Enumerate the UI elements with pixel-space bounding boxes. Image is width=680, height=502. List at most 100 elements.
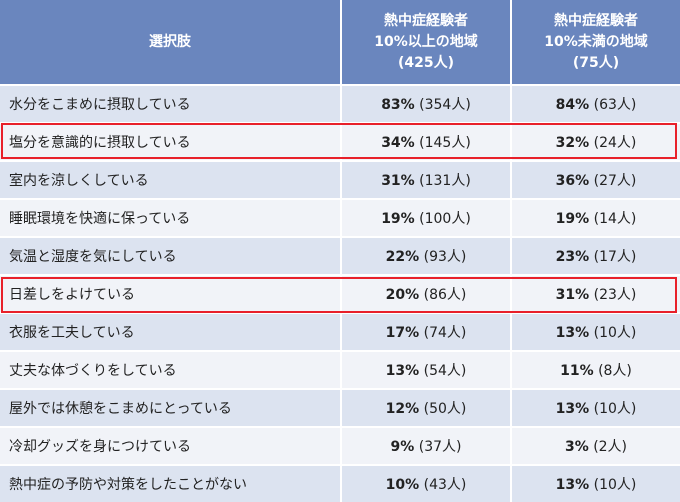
header-low-line1: 熱中症経験者 xyxy=(554,12,638,29)
high-region-percent: 17% xyxy=(385,325,420,341)
table-row: 日差しをよけている 20% (86人) 31% (23人) xyxy=(0,274,680,313)
high-region-count: (354人) xyxy=(419,97,471,113)
low-region-percent: 19% xyxy=(555,211,590,227)
high-region-value: 83% (354人) xyxy=(341,84,512,123)
low-region-count: (2人) xyxy=(593,439,628,455)
high-region-value: 19% (100人) xyxy=(341,198,512,237)
high-region-count: (93人) xyxy=(423,249,467,265)
high-region-percent: 34% xyxy=(381,135,415,151)
low-region-value: 13% (10人) xyxy=(511,312,680,351)
high-region-percent: 19% xyxy=(381,211,415,227)
low-region-percent: 13% xyxy=(555,477,590,493)
high-region-percent: 31% xyxy=(381,173,415,189)
high-region-percent: 83% xyxy=(381,97,415,113)
low-region-percent: 31% xyxy=(555,287,590,303)
low-region-percent: 36% xyxy=(555,173,590,189)
low-region-value: 13% (10人) xyxy=(511,388,680,427)
low-region-percent: 84% xyxy=(555,97,590,113)
low-region-count: (17人) xyxy=(593,249,637,265)
low-region-value: 36% (27人) xyxy=(511,160,680,199)
low-region-count: (23人) xyxy=(593,287,637,303)
low-region-value: 19% (14人) xyxy=(511,198,680,237)
high-region-value: 34% (145人) xyxy=(341,122,512,161)
high-region-count: (54人) xyxy=(423,363,467,379)
header-low-region: 熱中症経験者 10%未満の地域 (75人) xyxy=(511,0,680,85)
header-choice-label: 選択肢 xyxy=(149,33,191,50)
high-region-percent: 13% xyxy=(385,363,420,379)
low-region-count: (24人) xyxy=(593,135,637,151)
high-region-percent: 12% xyxy=(385,401,420,417)
low-region-percent: 13% xyxy=(555,325,590,341)
header-high-line3: (425人) xyxy=(397,54,455,71)
high-region-percent: 10% xyxy=(385,477,420,493)
row-label: 塩分を意識的に摂取している xyxy=(0,122,342,161)
high-region-percent: 20% xyxy=(385,287,420,303)
low-region-count: (63人) xyxy=(593,97,637,113)
high-region-percent: 9% xyxy=(390,439,415,455)
table-row: 塩分を意識的に摂取している 34% (145人) 32% (24人) xyxy=(0,122,680,161)
low-region-percent: 13% xyxy=(555,401,590,417)
row-label: 水分をこまめに摂取している xyxy=(0,84,342,123)
table-row: 熱中症の予防や対策をしたことがない 10% (43人) 13% (10人) xyxy=(0,464,680,502)
low-region-count: (10人) xyxy=(593,477,637,493)
table-header-row: 選択肢 熱中症経験者 10%以上の地域 (425人) 熱中症経験者 10%未満の… xyxy=(0,0,680,85)
low-region-percent: 23% xyxy=(555,249,590,265)
low-region-count: (8人) xyxy=(598,363,632,379)
header-high-region: 熱中症経験者 10%以上の地域 (425人) xyxy=(341,0,512,85)
high-region-count: (145人) xyxy=(419,135,471,151)
high-region-count: (131人) xyxy=(419,173,471,189)
low-region-value: 11% (8人) xyxy=(511,350,680,389)
table-row: 睡眠環境を快適に保っている 19% (100人) 19% (14人) xyxy=(0,198,680,237)
header-low-line3: (75人) xyxy=(572,54,620,71)
low-region-percent: 11% xyxy=(560,363,594,379)
header-choice: 選択肢 xyxy=(0,0,342,85)
high-region-count: (37人) xyxy=(418,439,462,455)
row-label: 睡眠環境を快適に保っている xyxy=(0,198,342,237)
table-row: 衣服を工夫している 17% (74人) 13% (10人) xyxy=(0,312,680,351)
high-region-value: 17% (74人) xyxy=(341,312,512,351)
low-region-percent: 32% xyxy=(555,135,590,151)
table-row: 冷却グッズを身につけている 9% (37人) 3% (2人) xyxy=(0,426,680,465)
low-region-count: (27人) xyxy=(593,173,637,189)
low-region-count: (10人) xyxy=(593,325,637,341)
low-region-value: 31% (23人) xyxy=(511,274,680,313)
header-high-line1: 熱中症経験者 xyxy=(384,12,468,29)
high-region-count: (74人) xyxy=(423,325,467,341)
high-region-value: 9% (37人) xyxy=(341,426,512,465)
low-region-percent: 3% xyxy=(564,439,589,455)
row-label: 屋外では休憩をこまめにとっている xyxy=(0,388,342,427)
high-region-value: 20% (86人) xyxy=(341,274,512,313)
row-label: 冷却グッズを身につけている xyxy=(0,426,342,465)
low-region-value: 32% (24人) xyxy=(511,122,680,161)
high-region-value: 10% (43人) xyxy=(341,464,512,502)
low-region-value: 13% (10人) xyxy=(511,464,680,502)
table-row: 屋外では休憩をこまめにとっている 12% (50人) 13% (10人) xyxy=(0,388,680,427)
row-label: 熱中症の予防や対策をしたことがない xyxy=(0,464,342,502)
high-region-value: 13% (54人) xyxy=(341,350,512,389)
high-region-percent: 22% xyxy=(385,249,420,265)
header-high-line2: 10%以上の地域 xyxy=(374,33,478,50)
high-region-count: (43人) xyxy=(423,477,467,493)
header-low-line2: 10%未満の地域 xyxy=(544,33,648,50)
low-region-count: (10人) xyxy=(593,401,637,417)
high-region-value: 31% (131人) xyxy=(341,160,512,199)
row-label: 衣服を工夫している xyxy=(0,312,342,351)
low-region-value: 23% (17人) xyxy=(511,236,680,275)
low-region-value: 84% (63人) xyxy=(511,84,680,123)
table-row: 気温と湿度を気にしている 22% (93人) 23% (17人) xyxy=(0,236,680,275)
high-region-value: 12% (50人) xyxy=(341,388,512,427)
table-row: 丈夫な体づくりをしている 13% (54人) 11% (8人) xyxy=(0,350,680,389)
high-region-count: (86人) xyxy=(423,287,467,303)
table-row: 室内を涼しくしている 31% (131人) 36% (27人) xyxy=(0,160,680,199)
row-label: 日差しをよけている xyxy=(0,274,342,313)
low-region-value: 3% (2人) xyxy=(511,426,680,465)
low-region-count: (14人) xyxy=(593,211,637,227)
high-region-count: (50人) xyxy=(423,401,467,417)
row-label: 丈夫な体づくりをしている xyxy=(0,350,342,389)
row-label: 気温と湿度を気にしている xyxy=(0,236,342,275)
table-row: 水分をこまめに摂取している 83% (354人) 84% (63人) xyxy=(0,84,680,123)
row-label: 室内を涼しくしている xyxy=(0,160,342,199)
high-region-value: 22% (93人) xyxy=(341,236,512,275)
high-region-count: (100人) xyxy=(419,211,471,227)
